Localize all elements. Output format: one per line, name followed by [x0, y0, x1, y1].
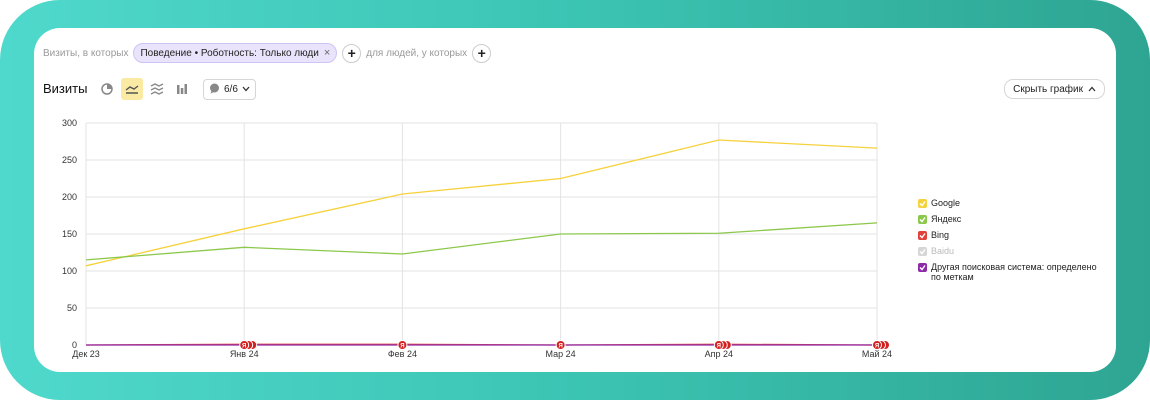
- checkbox-icon[interactable]: [918, 231, 927, 240]
- chart-title: Визиты: [43, 81, 88, 96]
- y-tick-label: 250: [62, 155, 77, 165]
- segment-filter-bar: Визиты, в которых Поведение • Роботность…: [43, 43, 492, 63]
- line-chart: 0 50 100 150 200 250 300 Дек 23 Янв 24 Фев 24 Мар …: [62, 118, 892, 359]
- pie-chart-icon[interactable]: [96, 78, 118, 100]
- hide-chart-label: Скрыть график: [1013, 83, 1083, 95]
- filter-prefix: Визиты, в которых: [43, 47, 129, 59]
- filter-middle-label: для людей, у которых: [366, 47, 468, 59]
- y-tick-label: 200: [62, 192, 77, 202]
- legend-label: Baidu: [931, 246, 955, 256]
- chart-legend: Google Яндекс Bing Baidu Другая поисковая си…: [918, 198, 1108, 288]
- bar-chart-icon[interactable]: [171, 78, 193, 100]
- checkbox-icon[interactable]: [918, 215, 927, 224]
- filter-chip[interactable]: Поведение • Роботность: Только люди ×: [133, 43, 338, 63]
- legend-label: Google: [931, 198, 961, 208]
- x-tick-label: Фев 24: [388, 349, 417, 359]
- annotation-marker: [555, 340, 566, 350]
- x-tick-label: Янв 24: [230, 349, 259, 359]
- annotations-counter[interactable]: 6/6: [203, 79, 256, 100]
- y-tick-label: 50: [67, 303, 77, 313]
- chevron-down-icon: [242, 84, 250, 95]
- x-tick-label: Мар 24: [546, 349, 576, 359]
- report-card: Визиты, в которых Поведение • Роботность…: [34, 28, 1116, 372]
- add-people-condition-button[interactable]: +: [472, 43, 492, 63]
- x-tick-label: Май 24: [862, 349, 892, 359]
- checkbox-icon[interactable]: [918, 247, 927, 256]
- x-tick-label: Апр 24: [705, 349, 733, 359]
- annotation-marker-label: Я: [875, 344, 879, 350]
- annotation-marker-label: Я: [717, 344, 721, 350]
- counter-value: 6/6: [224, 84, 238, 95]
- checkbox-icon[interactable]: [918, 263, 927, 272]
- legend-label: Яндекс: [931, 214, 962, 224]
- legend-item[interactable]: Другая поисковая система: определено по …: [918, 262, 1108, 282]
- comment-icon: [209, 83, 220, 97]
- series-line: [85, 222, 878, 261]
- annotation-marker-label: Я: [558, 344, 562, 350]
- legend-item[interactable]: Яндекс: [918, 214, 1108, 224]
- annotation-marker: [239, 340, 250, 350]
- y-tick-label: 100: [62, 266, 77, 276]
- legend-item[interactable]: Bing: [918, 230, 1108, 240]
- area-chart-icon[interactable]: [146, 78, 168, 100]
- series-line: [85, 139, 878, 267]
- annotation-marker: [397, 340, 408, 350]
- hide-chart-button[interactable]: Скрыть график: [1004, 79, 1105, 99]
- legend-item[interactable]: Baidu: [918, 246, 1108, 256]
- legend-item[interactable]: Google: [918, 198, 1108, 208]
- legend-label: Bing: [931, 230, 950, 240]
- checkbox-icon[interactable]: [918, 199, 927, 208]
- line-chart-icon[interactable]: [121, 78, 143, 100]
- x-tick-label: Дек 23: [72, 349, 100, 359]
- annotation-marker: [872, 340, 882, 350]
- y-tick-label: 150: [62, 229, 77, 239]
- annotation-marker: [713, 340, 724, 350]
- y-tick-label: 300: [62, 118, 77, 128]
- legend-label: Другая поисковая система: определено по …: [931, 262, 1097, 282]
- annotation-marker-label: Я: [400, 344, 404, 350]
- close-icon[interactable]: ×: [323, 47, 331, 59]
- add-visit-condition-button[interactable]: +: [342, 43, 362, 63]
- chevron-up-icon: [1088, 84, 1096, 95]
- annotation-marker-label: Я: [242, 344, 246, 350]
- filter-chip-label: Поведение • Роботность: Только люди: [140, 47, 319, 59]
- y-tick-label: 0: [72, 340, 77, 350]
